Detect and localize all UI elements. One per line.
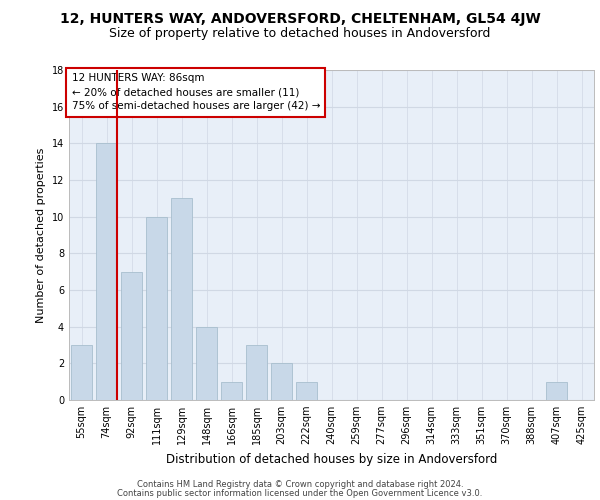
Bar	[121, 272, 142, 400]
X-axis label: Distribution of detached houses by size in Andoversford: Distribution of detached houses by size …	[166, 452, 497, 466]
Bar	[146, 216, 167, 400]
Bar	[196, 326, 217, 400]
Bar	[96, 144, 117, 400]
Bar	[71, 345, 92, 400]
Bar	[546, 382, 567, 400]
Text: 12, HUNTERS WAY, ANDOVERSFORD, CHELTENHAM, GL54 4JW: 12, HUNTERS WAY, ANDOVERSFORD, CHELTENHA…	[59, 12, 541, 26]
Bar	[221, 382, 242, 400]
Bar	[296, 382, 317, 400]
Bar	[271, 364, 292, 400]
Bar	[171, 198, 192, 400]
Y-axis label: Number of detached properties: Number of detached properties	[36, 148, 46, 322]
Text: 12 HUNTERS WAY: 86sqm
← 20% of detached houses are smaller (11)
75% of semi-deta: 12 HUNTERS WAY: 86sqm ← 20% of detached …	[71, 74, 320, 112]
Text: Size of property relative to detached houses in Andoversford: Size of property relative to detached ho…	[109, 28, 491, 40]
Text: Contains public sector information licensed under the Open Government Licence v3: Contains public sector information licen…	[118, 488, 482, 498]
Bar	[246, 345, 267, 400]
Text: Contains HM Land Registry data © Crown copyright and database right 2024.: Contains HM Land Registry data © Crown c…	[137, 480, 463, 489]
